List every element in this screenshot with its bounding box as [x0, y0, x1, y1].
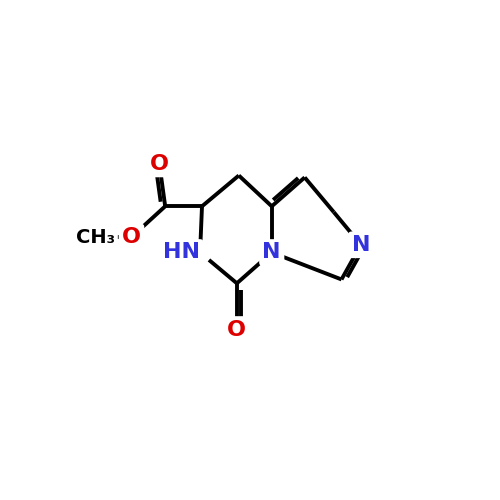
- Text: HN: HN: [163, 242, 200, 262]
- Text: O: O: [150, 154, 169, 174]
- Text: O: O: [150, 154, 169, 174]
- Text: CH₃: CH₃: [76, 228, 115, 246]
- Text: O: O: [122, 227, 141, 247]
- Text: N: N: [262, 242, 281, 262]
- Text: HN: HN: [163, 242, 200, 262]
- Text: CH₃: CH₃: [76, 228, 115, 246]
- Text: N: N: [352, 235, 370, 255]
- Text: O: O: [122, 227, 141, 247]
- Text: N: N: [262, 242, 281, 262]
- Text: O: O: [228, 320, 246, 340]
- Text: O: O: [228, 320, 246, 340]
- Text: N: N: [352, 235, 370, 255]
